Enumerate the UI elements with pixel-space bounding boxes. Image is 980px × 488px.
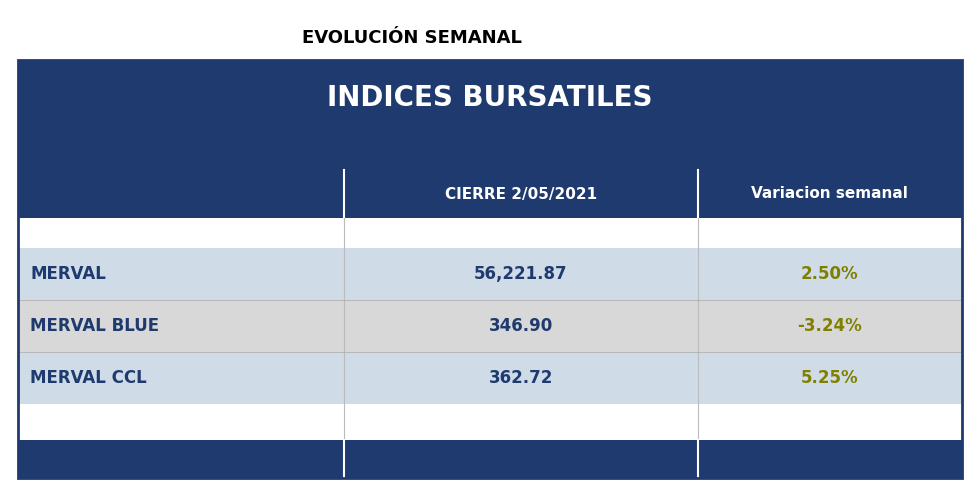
Bar bbox=[18, 135, 962, 170]
Bar bbox=[18, 60, 962, 135]
Text: Variacion semanal: Variacion semanal bbox=[752, 186, 908, 202]
Text: 346.90: 346.90 bbox=[489, 317, 553, 335]
Bar bbox=[18, 60, 962, 478]
Text: MERVAL BLUE: MERVAL BLUE bbox=[30, 317, 159, 335]
Text: CIERRE 2/05/2021: CIERRE 2/05/2021 bbox=[445, 186, 597, 202]
Bar bbox=[18, 248, 962, 300]
Text: MERVAL: MERVAL bbox=[30, 265, 106, 283]
Text: 56,221.87: 56,221.87 bbox=[474, 265, 567, 283]
Text: 5.25%: 5.25% bbox=[801, 369, 858, 387]
Text: -3.24%: -3.24% bbox=[798, 317, 862, 335]
Text: MERVAL CCL: MERVAL CCL bbox=[30, 369, 147, 387]
Text: 362.72: 362.72 bbox=[488, 369, 553, 387]
Text: 2.50%: 2.50% bbox=[801, 265, 858, 283]
Text: EVOLUCIÓN SEMANAL: EVOLUCIÓN SEMANAL bbox=[302, 29, 521, 47]
Text: INDICES BURSATILES: INDICES BURSATILES bbox=[327, 83, 653, 111]
Bar bbox=[18, 300, 962, 352]
Bar bbox=[18, 218, 962, 248]
Bar bbox=[18, 352, 962, 404]
Bar bbox=[18, 440, 962, 478]
Bar bbox=[18, 170, 962, 218]
Bar bbox=[18, 404, 962, 440]
